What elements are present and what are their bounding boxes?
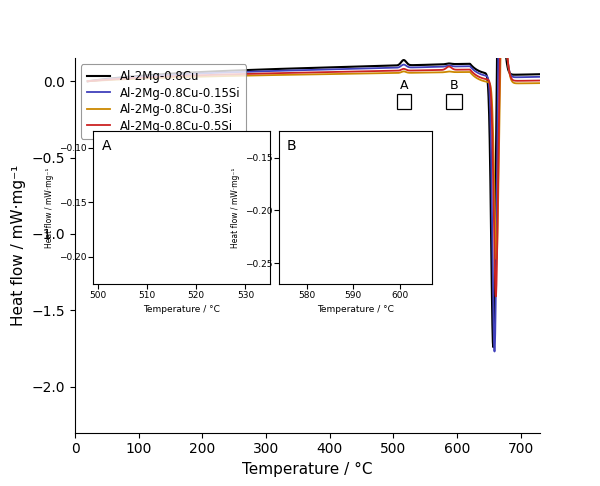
Line: Al-2Mg-0.8Cu-0.15Si: Al-2Mg-0.8Cu-0.15Si [88,0,540,351]
Al-2Mg-0.8Cu [299,65,306,71]
Al-2Mg-0.8Cu [490,344,497,350]
Al-2Mg-0.8Cu-0.3Si [84,78,91,84]
Al-2Mg-0.8Cu-0.3Si [536,80,544,86]
Al-2Mg-0.8Cu [536,71,544,77]
Al-2Mg-0.8Cu-0.3Si [500,16,508,21]
Al-2Mg-0.8Cu-0.15Si [413,65,420,70]
Al-2Mg-0.8Cu [413,62,420,68]
Text: B: B [449,79,458,92]
Al-2Mg-0.8Cu-0.15Si [491,348,498,354]
Al-2Mg-0.8Cu-0.3Si [493,256,500,262]
Bar [446,94,462,109]
X-axis label: Temperature / °C: Temperature / °C [317,305,394,314]
Al-2Mg-0.8Cu-0.15Si [274,68,281,74]
X-axis label: Temperature / °C: Temperature / °C [143,305,220,314]
Al-2Mg-0.8Cu-0.3Si [299,71,306,77]
Bar [397,94,410,109]
Al-2Mg-0.8Cu-0.5Si [536,78,544,84]
Al-2Mg-0.8Cu-0.15Si [523,74,530,80]
Text: A: A [102,139,112,153]
Al-2Mg-0.8Cu-0.3Si [413,70,420,76]
Al-2Mg-0.8Cu [278,66,285,72]
Line: Al-2Mg-0.8Cu-0.5Si: Al-2Mg-0.8Cu-0.5Si [88,0,540,296]
Y-axis label: Heat flow / mW·mg⁻¹: Heat flow / mW·mg⁻¹ [230,168,239,248]
Al-2Mg-0.8Cu-0.5Si [492,294,499,299]
Al-2Mg-0.8Cu-0.5Si [274,70,281,76]
Al-2Mg-0.8Cu-0.3Si [523,80,530,86]
Al-2Mg-0.8Cu-0.3Si [499,12,506,17]
Al-2Mg-0.8Cu-0.15Si [536,74,544,80]
Al-2Mg-0.8Cu-0.5Si [278,70,285,76]
Al-2Mg-0.8Cu-0.5Si [499,0,506,1]
Al-2Mg-0.8Cu [523,71,530,77]
Legend: Al-2Mg-0.8Cu, Al-2Mg-0.8Cu-0.15Si, Al-2Mg-0.8Cu-0.3Si, Al-2Mg-0.8Cu-0.5Si: Al-2Mg-0.8Cu, Al-2Mg-0.8Cu-0.15Si, Al-2M… [81,64,247,139]
Text: B: B [287,139,296,153]
X-axis label: Temperature / °C: Temperature / °C [242,462,373,477]
Al-2Mg-0.8Cu [500,24,508,30]
Y-axis label: Heat flow / mW·mg⁻¹: Heat flow / mW·mg⁻¹ [11,165,26,326]
Text: A: A [400,79,408,92]
Al-2Mg-0.8Cu-0.15Si [299,67,306,73]
Al-2Mg-0.8Cu-0.5Si [500,7,508,13]
Line: Al-2Mg-0.8Cu: Al-2Mg-0.8Cu [88,0,540,347]
Al-2Mg-0.8Cu-0.5Si [299,69,306,75]
Y-axis label: Heat flow / mW·mg⁻¹: Heat flow / mW·mg⁻¹ [44,168,53,248]
Al-2Mg-0.8Cu [84,78,91,84]
Al-2Mg-0.8Cu-0.3Si [274,72,281,78]
Al-2Mg-0.8Cu-0.5Si [523,78,530,84]
Al-2Mg-0.8Cu-0.5Si [413,68,420,73]
Al-2Mg-0.8Cu-0.5Si [84,78,91,84]
Line: Al-2Mg-0.8Cu-0.3Si: Al-2Mg-0.8Cu-0.3Si [88,15,540,259]
Al-2Mg-0.8Cu-0.15Si [84,78,91,84]
Al-2Mg-0.8Cu-0.15Si [278,68,285,74]
Al-2Mg-0.8Cu-0.3Si [278,72,285,78]
Al-2Mg-0.8Cu [274,66,281,72]
